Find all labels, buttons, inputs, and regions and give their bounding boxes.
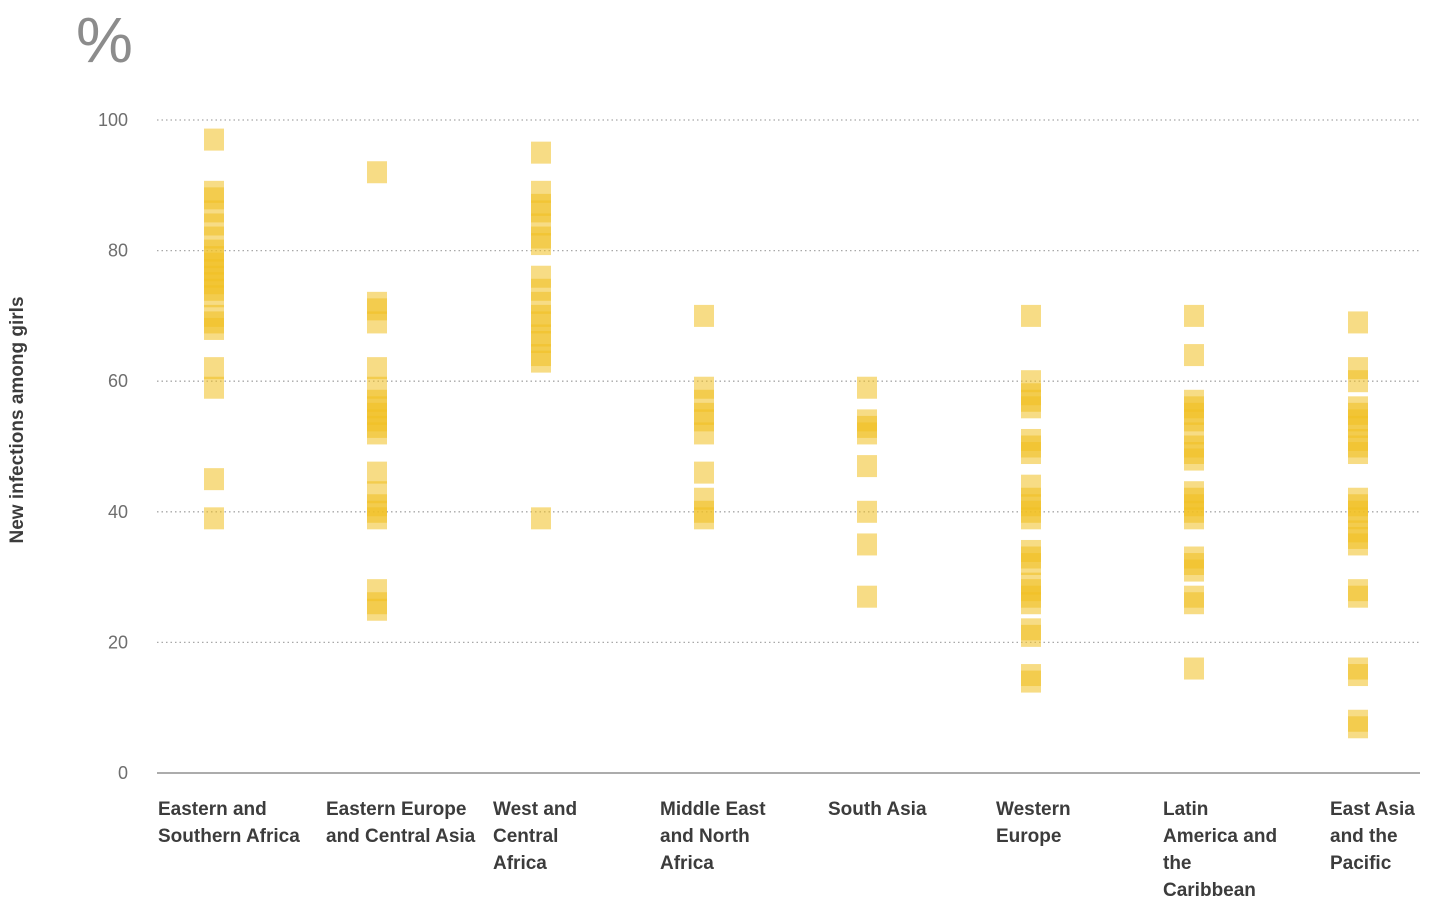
data-point xyxy=(1348,664,1368,687)
data-point xyxy=(857,455,877,478)
y-tick-label: 80 xyxy=(108,241,128,261)
data-point xyxy=(694,422,714,445)
data-point xyxy=(1348,442,1368,465)
data-point xyxy=(204,376,224,399)
data-marks xyxy=(204,128,1368,739)
data-point xyxy=(204,285,224,308)
y-tick-label: 100 xyxy=(98,110,128,130)
category-label-south-asia: South Asia xyxy=(828,799,927,820)
data-point xyxy=(1184,344,1204,367)
data-point xyxy=(694,304,714,327)
category-label-middle-east-north-africa: Middle East and North Africa xyxy=(660,799,766,874)
data-point xyxy=(1021,304,1041,327)
data-point xyxy=(1184,507,1204,530)
y-tick-label: 20 xyxy=(108,632,128,652)
data-point xyxy=(1021,396,1041,419)
data-point xyxy=(1021,507,1041,530)
data-point xyxy=(1184,657,1204,680)
data-point xyxy=(857,533,877,556)
data-point xyxy=(1348,716,1368,739)
data-point xyxy=(694,507,714,530)
data-point xyxy=(1184,592,1204,615)
category-label-eastern-southern-africa: Eastern and Southern Africa xyxy=(158,799,300,847)
data-point xyxy=(204,468,224,491)
data-point xyxy=(367,507,387,530)
data-point xyxy=(1348,311,1368,334)
data-point xyxy=(1184,559,1204,582)
data-point xyxy=(531,507,551,530)
data-point xyxy=(531,350,551,373)
category-label-western-europe: Western Europe xyxy=(996,799,1071,847)
data-point xyxy=(1021,670,1041,693)
y-tick-label: 0 xyxy=(118,763,128,783)
unit-label: % xyxy=(76,4,133,76)
data-point xyxy=(204,507,224,530)
data-point xyxy=(204,128,224,151)
data-point xyxy=(367,422,387,445)
data-point xyxy=(531,233,551,256)
y-tick-label: 60 xyxy=(108,371,128,391)
data-point xyxy=(367,357,387,380)
category-label-east-asia-pacific: East Asia and the Pacific xyxy=(1330,799,1415,874)
data-point xyxy=(1348,370,1368,393)
data-point xyxy=(367,598,387,621)
category-label-latin-america-caribbean: Latin America and the Caribbean xyxy=(1163,799,1278,901)
data-point xyxy=(857,422,877,445)
y-tick-labels: 0 20 40 60 80 100 xyxy=(98,110,128,783)
data-point xyxy=(857,500,877,523)
data-point xyxy=(1021,553,1041,576)
data-point xyxy=(204,357,224,380)
data-point xyxy=(1184,304,1204,327)
data-point xyxy=(1021,624,1041,647)
data-point xyxy=(1021,442,1041,465)
data-point xyxy=(857,585,877,608)
data-point xyxy=(857,376,877,399)
data-point xyxy=(1348,585,1368,608)
data-point xyxy=(1348,533,1368,556)
category-label-west-central-africa: West and Central Africa xyxy=(493,799,578,874)
data-point xyxy=(367,161,387,184)
data-point xyxy=(367,461,387,484)
y-tick-label: 40 xyxy=(108,502,128,522)
data-point xyxy=(694,461,714,484)
category-label-eastern-europe-central-asia: Eastern Europe and Central Asia xyxy=(326,799,476,847)
data-point xyxy=(531,141,551,164)
data-point xyxy=(367,311,387,334)
data-point xyxy=(1184,448,1204,471)
data-point xyxy=(204,317,224,340)
data-point xyxy=(1021,592,1041,615)
gridlines xyxy=(157,119,1420,644)
